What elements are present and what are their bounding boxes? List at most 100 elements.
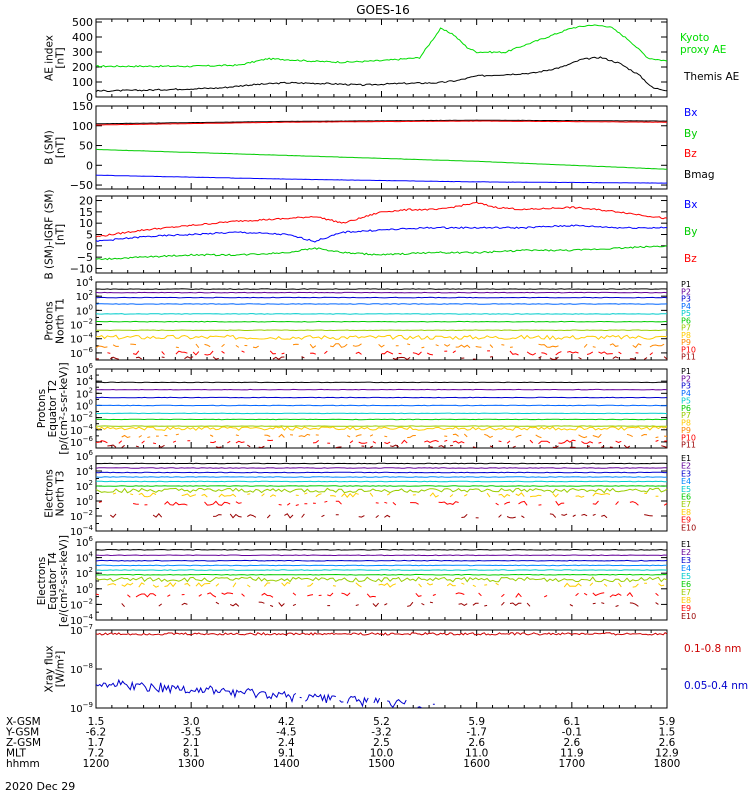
legend-entry: P4 (681, 389, 691, 398)
date-label: 2020 Dec 29 (5, 780, 75, 793)
legend-entry: Themis AE (683, 71, 739, 83)
series-line-e1 (96, 548, 668, 551)
series-line-e9 (98, 500, 668, 506)
ephemeris-value: 6.1 (563, 716, 580, 728)
y-tick-label: 10−4 (70, 524, 94, 538)
legend-entry: E8 (681, 508, 691, 517)
legend-entry: P1 (681, 367, 691, 376)
legend-entry: P3 (681, 295, 691, 304)
data-pe (95, 381, 668, 449)
plot-title: GOES-16 (356, 3, 410, 17)
y-axis-label-line: [nT] (55, 224, 67, 245)
panel-xray: 10−9 10−8 10−7 Xray flux [W/m²] 0.1-0.8 nm 0.0… (44, 623, 749, 715)
y-tick-label: 10−2 (70, 597, 93, 611)
legend-xray: 0.1-0.8 nm 0.05-0.4 nm (684, 643, 748, 692)
legend-entry: E1 (681, 540, 691, 549)
y-tick-label: 102 (76, 566, 93, 580)
y-tick-label: 500 (72, 16, 93, 29)
legend-entry: P11 (681, 441, 696, 450)
legend-entry: E5 (681, 485, 691, 494)
panel-frame (95, 455, 668, 532)
y-tick-label: 15 (79, 206, 93, 219)
y-tick-label: 150 (72, 100, 93, 113)
series-line-e7 (95, 576, 668, 583)
series-line-e1 (95, 462, 668, 465)
series-line-by (95, 245, 668, 261)
ephemeris-value: -5.5 (181, 727, 202, 739)
series-line-p7 (95, 329, 668, 332)
ephemeris-value: -1.7 (466, 727, 487, 739)
data-bigrf (95, 201, 668, 261)
y-axis-label-line: [nT] (55, 137, 67, 158)
y-tick-label: 10−7 (70, 623, 93, 637)
ephemeris-row-label: Z-GSM (6, 737, 41, 749)
legend-entry: E4 (681, 477, 691, 486)
ephemeris-value: 1200 (83, 758, 110, 770)
ephemeris-value: 1300 (178, 758, 205, 770)
ephemeris-value: 10.0 (370, 748, 393, 760)
ephemeris-value: 2.6 (563, 737, 580, 749)
ephemeris-value: 12.9 (655, 748, 678, 760)
series-line-by (95, 148, 668, 170)
series-line-e4 (95, 564, 667, 567)
legend-entry: P10 (681, 345, 696, 354)
y-tick-label: 104 (76, 551, 94, 565)
y-tick-label: 10−9 (70, 701, 93, 715)
legend-entry: P8 (681, 419, 691, 428)
y-tick-label: 100 (76, 398, 93, 412)
ephemeris-value: 1800 (654, 758, 681, 770)
series-line-p9 (95, 343, 665, 349)
series-line-p1 (96, 288, 668, 290)
legend-entry: P11 (681, 353, 696, 362)
series-line-p1 (95, 381, 668, 384)
series-line-bx (95, 174, 668, 184)
series-line-p2 (95, 291, 668, 294)
legend-bsm: Bx By Bz Bmag (684, 107, 715, 181)
y-tick-label: 10−4 (70, 332, 94, 346)
legend-entry: proxy AE (680, 44, 726, 56)
series-line-e3 (95, 559, 668, 562)
series-line-kyoto-proxy-ae (95, 24, 668, 68)
y-tick-label: 10−2 (70, 411, 93, 425)
ephemeris-value: 2.5 (373, 737, 390, 749)
ephemeris-value: 7.2 (88, 748, 105, 760)
legend-entry: E5 (681, 572, 691, 581)
legend-entry: E7 (681, 588, 691, 597)
legend-entry: P6 (681, 316, 691, 325)
y-axis-label-line: North T3 (55, 471, 67, 517)
ephemeris-value: 5.9 (659, 716, 676, 728)
y-tick-label: 400 (72, 31, 93, 44)
y-axis-label-line: Protons (36, 389, 48, 428)
series-line-p8 (95, 426, 668, 431)
ephemeris-value: -4.5 (276, 727, 297, 739)
legend-entry: P1 (681, 280, 691, 289)
series-line-p4 (95, 303, 668, 305)
x-axis-ephemeris: X-GSMY-GSMZ-GSMMLThhmm1.5-6.21.77.212003… (5, 716, 680, 770)
legend-entry: P7 (681, 324, 691, 333)
legend-entry: E10 (681, 523, 696, 532)
series-line-p2 (95, 388, 668, 391)
ephemeris-row-label: hhmm (6, 758, 40, 770)
series-line-bz (96, 120, 668, 126)
y-tick-label: 0 (86, 91, 93, 104)
series-line-p11 (95, 356, 668, 361)
ephemeris-value: 2.1 (183, 737, 200, 749)
legend-entry: P4 (681, 302, 691, 311)
legend-entry: Bz (684, 253, 697, 265)
series-line-bx (95, 224, 668, 243)
panel-frame (95, 18, 668, 98)
y-tick-label: 104 (76, 464, 94, 478)
ephemeris-row-label: Y-GSM (5, 727, 39, 739)
legend-entry: E3 (681, 556, 691, 565)
y-axis-label-line: Electrons (36, 557, 48, 606)
y-tick-label: 106 (76, 535, 94, 549)
